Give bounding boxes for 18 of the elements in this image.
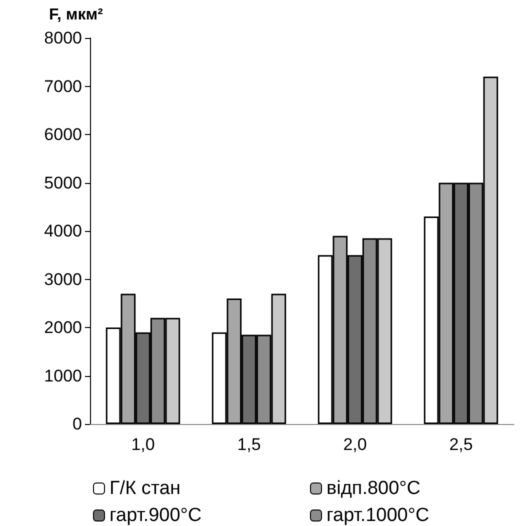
y-tick-label: 8000: [44, 28, 82, 48]
y-axis-title: F, мкм²: [49, 6, 103, 24]
y-tick-label: 2000: [44, 318, 82, 337]
legend-label: відп.800°C: [326, 478, 420, 499]
y-tick-label: 1000: [44, 366, 82, 386]
y-tick-label: 6000: [44, 125, 82, 144]
x-tick-label: 2,5: [449, 435, 473, 454]
x-tick-label: 2,0: [343, 435, 367, 454]
legend-label: гарт.1000°C: [326, 505, 430, 526]
legend-label: гарт.900°C: [110, 505, 202, 526]
y-tick-label: 3000: [44, 270, 82, 289]
y-tick-label: 0: [72, 414, 82, 434]
x-tick-label: 1,0: [131, 435, 155, 454]
x-tick-label: 1,5: [237, 435, 261, 454]
legend-label: Г/К стан: [110, 478, 180, 499]
y-tick-label: 5000: [44, 173, 82, 192]
y-tick-label: 4000: [44, 222, 82, 240]
y-tick-label: 7000: [44, 76, 82, 96]
